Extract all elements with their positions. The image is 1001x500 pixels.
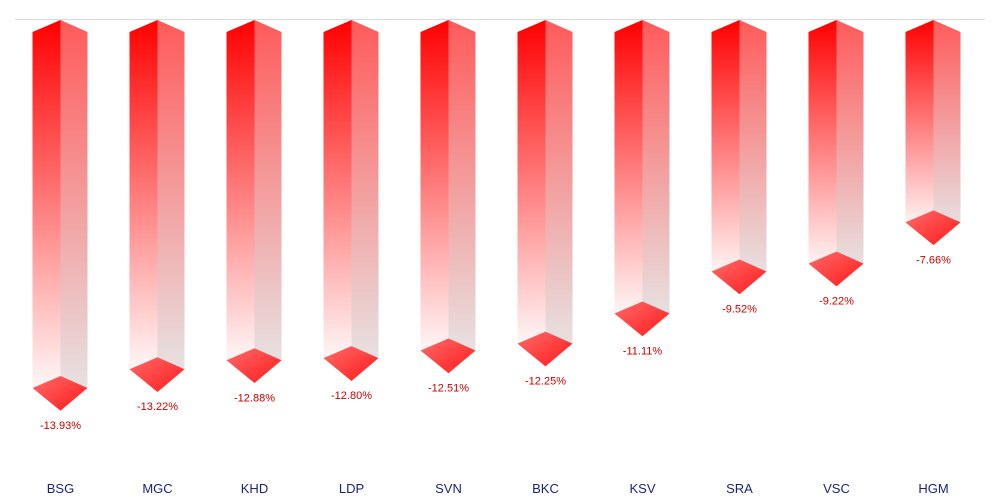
bar-side-face (642, 20, 670, 326)
x-tick-label: BSG (47, 481, 74, 496)
bar-side-face (545, 20, 573, 356)
bar-khd (226, 20, 282, 384)
bar-ksv (614, 20, 670, 337)
bar-mgc (129, 20, 185, 393)
bar-side-face (448, 20, 476, 363)
bar-cap (711, 259, 767, 295)
bar-side-face (157, 20, 185, 382)
bar-cap (420, 338, 476, 374)
x-tick-label: SVN (435, 481, 462, 496)
bar-bkc (517, 20, 573, 367)
data-label: -12.51% (428, 382, 469, 394)
bar-cap (808, 251, 864, 287)
bar-svn (420, 20, 476, 374)
bar-side-face (739, 20, 767, 284)
bar-hgm (905, 20, 961, 246)
bar-cap (226, 348, 282, 384)
data-label: -7.66% (916, 254, 951, 266)
data-label: -9.22% (819, 296, 854, 308)
bar-front-face (808, 20, 837, 276)
data-label: -13.22% (137, 401, 178, 413)
data-label: -13.93% (40, 420, 81, 432)
bar-sra (711, 20, 767, 295)
x-tick-label: SRA (726, 481, 753, 496)
data-label: -9.52% (722, 303, 757, 315)
x-tick-label: MGC (142, 481, 172, 496)
labels-layer: -13.93% BSG -13.22% MGC -12.88% KHD -12.80% LDP… (40, 254, 951, 496)
bar-front-face (905, 20, 934, 235)
bar-side-face (351, 20, 379, 371)
bars-layer (32, 20, 961, 411)
data-label: -12.25% (525, 376, 566, 388)
bar-front-face (711, 20, 740, 284)
bar-cap (129, 357, 185, 393)
bar-cap (905, 210, 961, 246)
bar-cap (32, 376, 88, 411)
bar-side-face (836, 20, 864, 276)
x-tick-label: BKC (532, 481, 559, 496)
data-label: -12.80% (331, 390, 372, 402)
bar-front-face (226, 20, 255, 373)
bar-bsg (32, 20, 88, 411)
x-tick-label: HGM (918, 481, 948, 496)
x-tick-label: KSV (629, 481, 655, 496)
x-tick-label: KHD (241, 481, 268, 496)
bar-cap (323, 346, 379, 381)
bar-ldp (323, 20, 379, 381)
bar-front-face (420, 20, 449, 363)
data-label: -11.11% (623, 346, 663, 358)
bar-cap (614, 301, 670, 337)
bar-front-face (614, 20, 643, 326)
bar-side-face (933, 20, 961, 235)
bar-side-face (60, 20, 88, 400)
bar-front-face (129, 20, 158, 382)
data-label: -12.88% (234, 392, 275, 404)
bar-front-face (517, 20, 546, 356)
bar-front-face (323, 20, 352, 371)
bar-side-face (254, 20, 282, 373)
x-tick-label: LDP (339, 481, 364, 496)
bar-vsc (808, 20, 864, 287)
bar-cap (517, 331, 573, 367)
x-tick-label: VSC (823, 481, 850, 496)
bar-front-face (32, 20, 61, 400)
